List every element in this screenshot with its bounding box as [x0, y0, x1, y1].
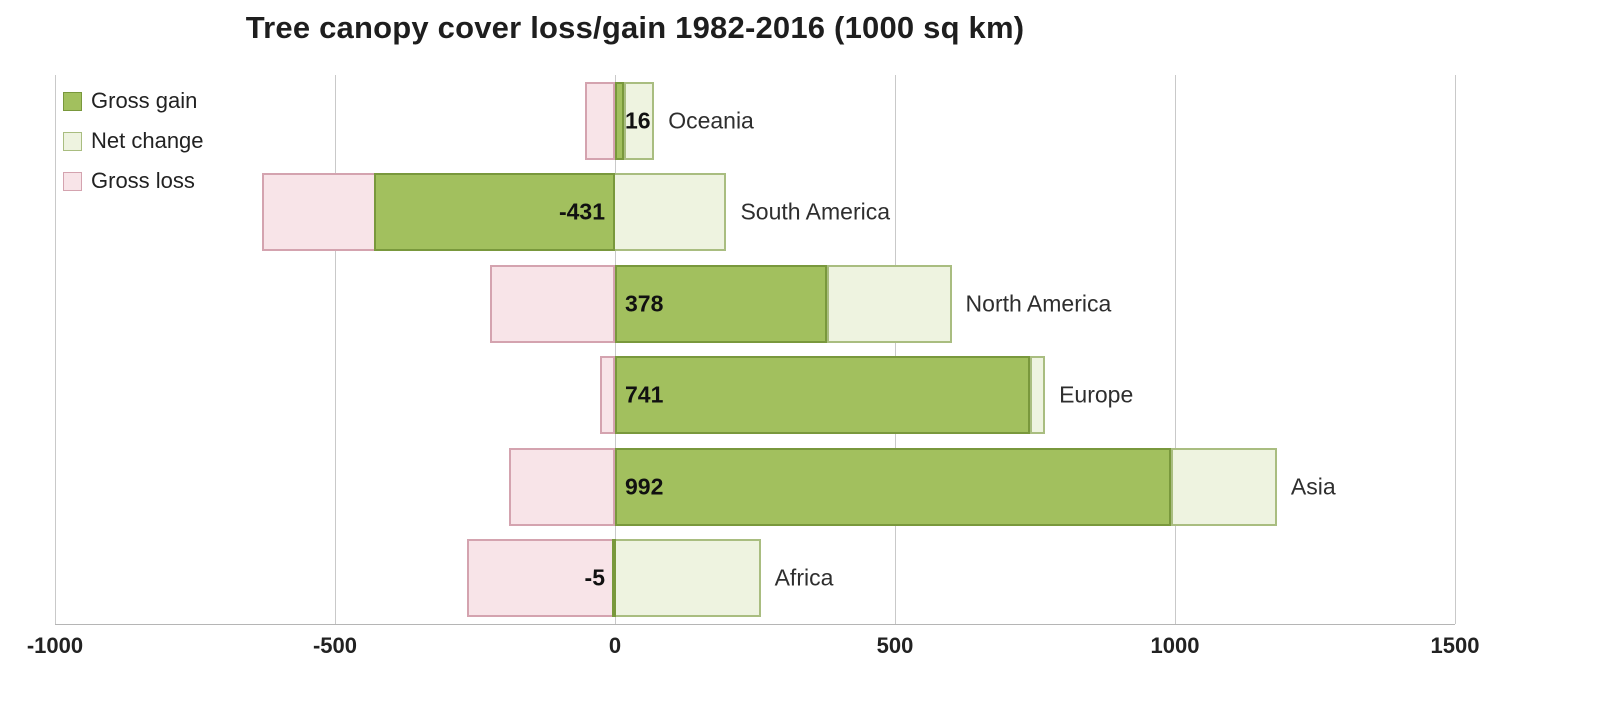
legend-item-loss: Gross loss: [63, 161, 204, 201]
category-label: Asia: [1290, 473, 1336, 500]
bar-row-south-america: -431 South America: [55, 167, 1455, 259]
bar-net-change: [1029, 356, 1046, 435]
bar-gross-gain: [612, 539, 617, 618]
bar-gross-loss: [490, 264, 615, 343]
chart-title: Tree canopy cover loss/gain 1982-2016 (1…: [245, 10, 1025, 45]
bar-row-oceania: 16 Oceania: [55, 75, 1455, 167]
gridline: [1175, 75, 1176, 624]
category-label: North America: [965, 290, 1112, 317]
x-tick-label: 500: [876, 633, 914, 658]
bar-gross-loss: [584, 81, 615, 160]
legend-swatch-gain: [63, 91, 82, 111]
plot-area: 16 Oceania -431 South America 378 North Ameri…: [55, 75, 1456, 625]
net-change-value-label: 16: [625, 107, 651, 134]
bar-gross-gain: [615, 81, 624, 160]
legend-label: Gross loss: [91, 168, 195, 193]
bar-gross-gain: [615, 264, 827, 343]
bar-net-change: [623, 81, 655, 160]
net-change-value-label: 741: [625, 381, 664, 408]
legend-swatch-net: [63, 131, 82, 151]
bar-net-change: [612, 539, 761, 618]
bar-gross-gain: [615, 447, 1171, 526]
x-tick-label: 1000: [1150, 633, 1200, 658]
category-label: Europe: [1059, 381, 1134, 408]
gridline: [1455, 75, 1456, 624]
category-label: Africa: [774, 564, 834, 591]
gridlines: [55, 75, 1456, 624]
bar-net-change: [1170, 447, 1277, 526]
bar-gross-loss: [599, 356, 615, 435]
gridline: [55, 75, 56, 624]
category-label: Oceania: [668, 107, 754, 134]
bar-gross-gain: [615, 356, 1030, 435]
bar-gross-loss: [466, 539, 615, 618]
legend-label: Gross gain: [91, 88, 198, 113]
bar-row-asia: 992 Asia: [55, 441, 1455, 533]
legend-item-net: Net change: [63, 121, 204, 161]
x-tick-label: -500: [312, 633, 358, 658]
bar-gross-loss: [508, 447, 615, 526]
legend-item-gain: Gross gain: [63, 81, 204, 121]
legend-label: Net change: [91, 128, 204, 153]
bar-rows: 16 Oceania -431 South America 378 North Ameri…: [55, 75, 1455, 624]
x-tick-label: 0: [608, 633, 622, 658]
gridline: [615, 75, 616, 624]
gridline: [895, 75, 896, 624]
bar-row-europe: 741 Europe: [55, 350, 1455, 442]
legend-swatch-loss: [63, 171, 82, 191]
bar-gross-gain: [373, 173, 615, 252]
legend: Gross gain Net change Gross loss: [63, 81, 204, 201]
bar-row-north-america: 378 North America: [55, 258, 1455, 350]
bar-row-africa: -5 Africa: [55, 533, 1455, 625]
gridline: [335, 75, 336, 624]
net-change-value-label: 992: [625, 473, 664, 500]
net-change-value-label: -5: [584, 564, 605, 591]
net-change-value-label: 378: [625, 290, 664, 317]
category-label: South America: [740, 198, 891, 225]
bar-net-change: [826, 264, 952, 343]
x-tick-label: 1500: [1430, 633, 1480, 658]
net-change-value-label: -431: [558, 198, 605, 225]
x-axis: -1000 -500 0 500 1000 1500: [27, 633, 1480, 673]
x-tick-label: -1000: [26, 633, 84, 658]
